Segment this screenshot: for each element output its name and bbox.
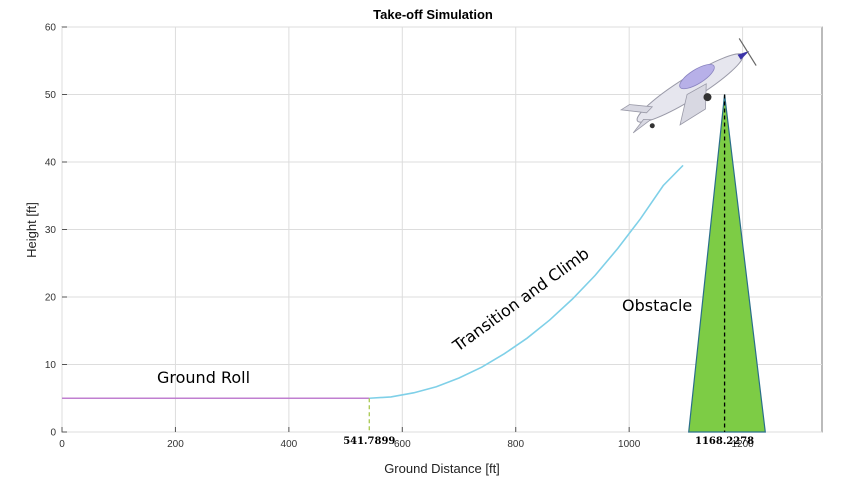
x-tick-label: 0 [59,439,65,450]
series-layer [62,164,684,400]
annotation-obstacle: Obstacle [622,296,692,315]
x-tick-label: 1200 [731,439,754,450]
y-tick-label: 60 [45,23,57,34]
airplane-icon [619,38,757,134]
x-ticks: 0 200 400 600 800 1000 1200 [59,427,754,450]
y-tick-label: 50 [45,90,57,101]
chart-title: Take-off Simulation [373,7,493,22]
obstacle-layer [688,94,766,433]
y-ticks: 0 10 20 30 40 50 60 [45,23,67,439]
marker-layer: 541.7899 1168.2278 [343,94,754,447]
y-tick-label: 30 [45,225,57,236]
marker-label: 1168.2278 [695,436,754,447]
y-tick-label: 20 [45,293,57,304]
x-tick-label: 200 [167,439,184,450]
y-axis-label: Height [ft] [24,202,39,258]
y-tick-label: 40 [45,158,57,169]
y-tick-label: 0 [50,428,56,439]
x-tick-label: 400 [281,439,298,450]
x-axis-label: Ground Distance [ft] [384,461,500,476]
obstacle-triangle [688,94,766,433]
series-line-transition-climb [369,164,684,400]
annotation-ground-roll: Ground Roll [157,368,250,387]
marker-label: 541.7899 [343,436,395,447]
x-tick-label: 1000 [618,439,641,450]
y-tick-label: 10 [45,360,57,371]
x-tick-label: 600 [394,439,411,450]
x-tick-label: 800 [507,439,524,450]
